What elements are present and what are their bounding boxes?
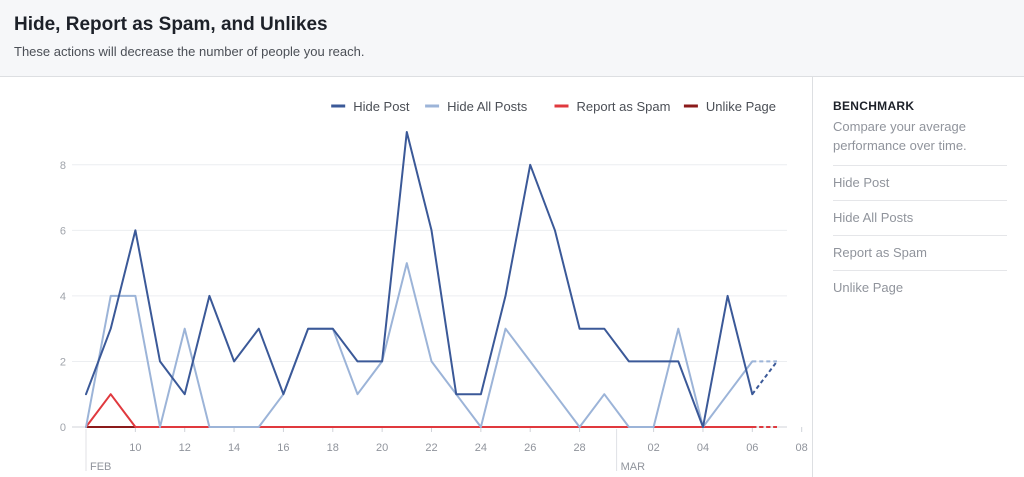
y-tick-label: 8 bbox=[60, 160, 66, 172]
x-tick-label: 10 bbox=[129, 442, 141, 454]
benchmark-description: Compare your average performance over ti… bbox=[833, 119, 967, 153]
benchmark-list: Hide Post Hide All Posts Report as Spam … bbox=[833, 165, 1007, 305]
x-tick-label: 24 bbox=[475, 442, 487, 454]
x-tick-label: 12 bbox=[179, 442, 191, 454]
series-line-hide-all-posts bbox=[85, 262, 754, 428]
benchmark-item-hide-post[interactable]: Hide Post bbox=[833, 165, 1007, 200]
series-line-projected-hide-post bbox=[751, 360, 778, 395]
x-tick-label: 28 bbox=[573, 442, 585, 454]
benchmark-title: BENCHMARK bbox=[833, 99, 915, 113]
y-tick-label: 2 bbox=[60, 356, 66, 368]
benchmark-item-unlike-page[interactable]: Unlike Page bbox=[833, 270, 1007, 305]
section-header: Hide, Report as Spam, and Unlikes These … bbox=[0, 0, 1024, 77]
legend-label-unlike-page: Unlike Page bbox=[706, 99, 776, 114]
legend-label-report-as-spam: Report as Spam bbox=[577, 99, 671, 114]
x-tick-label: 20 bbox=[376, 442, 388, 454]
legend-label-hide-all-posts: Hide All Posts bbox=[447, 99, 528, 114]
month-label: FEB bbox=[90, 461, 111, 473]
series-line-hide-post bbox=[85, 131, 754, 428]
benchmark-panel: BENCHMARK Compare your average performan… bbox=[812, 77, 1024, 477]
chart-area: 0 2 4 6 8 10 12 14 16 18 20 22 24 26 28 02 04 06 08 FEB MAR H… bbox=[0, 77, 812, 477]
series-line-report-as-spam bbox=[85, 393, 754, 428]
x-tick-label: 02 bbox=[647, 442, 659, 454]
y-tick-label: 0 bbox=[60, 422, 66, 434]
y-tick-label: 4 bbox=[60, 291, 66, 303]
x-tick-label: 22 bbox=[425, 442, 437, 454]
month-label: MAR bbox=[621, 461, 646, 473]
benchmark-item-report-as-spam[interactable]: Report as Spam bbox=[833, 235, 1007, 270]
x-tick-label: 04 bbox=[697, 442, 709, 454]
page-subtitle: These actions will decrease the number o… bbox=[14, 44, 365, 59]
x-tick-label: 08 bbox=[796, 442, 808, 454]
x-tick-label: 14 bbox=[228, 442, 240, 454]
benchmark-item-hide-all-posts[interactable]: Hide All Posts bbox=[833, 200, 1007, 235]
x-tick-label: 16 bbox=[277, 442, 289, 454]
x-tick-label: 06 bbox=[746, 442, 758, 454]
page-title: Hide, Report as Spam, and Unlikes bbox=[14, 14, 328, 35]
x-tick-label: 18 bbox=[327, 442, 339, 454]
legend-label-hide-post: Hide Post bbox=[353, 99, 410, 114]
x-tick-label: 26 bbox=[524, 442, 536, 454]
y-tick-label: 6 bbox=[60, 225, 66, 237]
